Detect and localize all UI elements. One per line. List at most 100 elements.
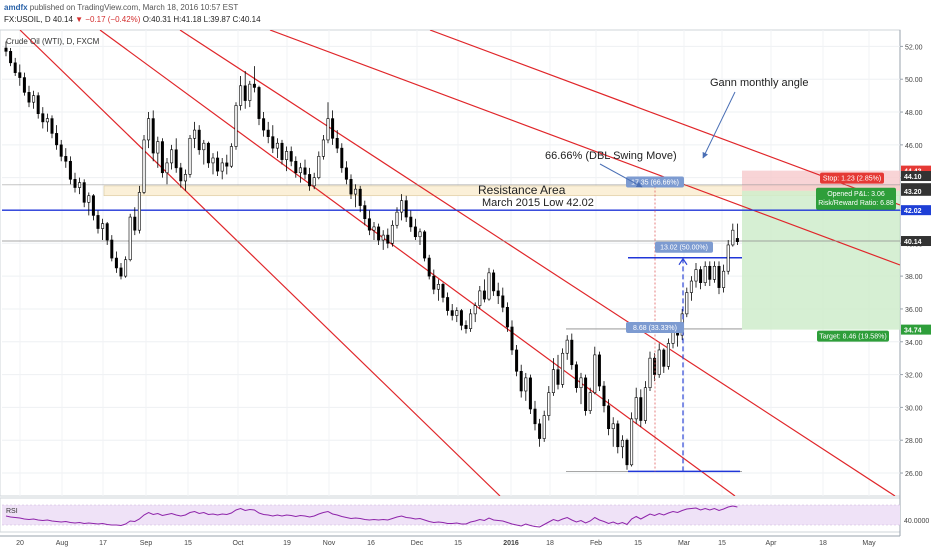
x-tick-label: 18 <box>819 540 827 547</box>
y-tick-label: 28.00 <box>905 438 923 445</box>
time-axis: 20 Aug 17 Sep 15 Oct 19 Nov 16 Dec 15 2016 18 Feb 15 Ma… <box>0 535 900 547</box>
x-tick-label: 15 <box>184 540 192 547</box>
candle-body <box>234 105 238 147</box>
publisher-username[interactable]: amdfx <box>4 3 28 12</box>
candle-body <box>13 62 17 73</box>
candle-body <box>174 149 178 169</box>
candle-body <box>584 377 588 411</box>
candle-body <box>685 292 689 315</box>
candle-body <box>321 139 325 157</box>
annotations: 8.68 (33.33%) 13.02 (50.00%) 17.35 (66.66%… <box>478 77 896 472</box>
candle-body <box>197 129 201 151</box>
candle-body <box>326 118 330 141</box>
candle-body <box>206 142 210 164</box>
gann-arrow <box>702 91 736 159</box>
candle-body <box>156 141 160 154</box>
rsi-tick-label: 40.0000 <box>904 518 929 525</box>
ohlc-readout: O:40.31 H:41.18 L:39.87 C:40.14 <box>142 15 261 24</box>
candle-body <box>151 118 155 154</box>
candle-body <box>9 51 13 64</box>
candle-body <box>643 387 647 421</box>
y-tick-label: 46.00 <box>905 143 923 150</box>
candle-body <box>634 397 638 420</box>
candle-body <box>340 147 344 169</box>
candle-body <box>478 290 482 306</box>
candle-body <box>18 72 22 78</box>
candle-body <box>533 408 537 425</box>
candle-body <box>648 357 652 389</box>
chart-header: amdfx published on TradingView.com, Marc… <box>0 0 932 30</box>
candle-body <box>229 146 233 167</box>
target-label: Target: 8.46 (19.58%) <box>819 334 886 341</box>
candle-body <box>528 377 532 410</box>
candle-body <box>105 223 109 241</box>
candle-body <box>312 177 316 187</box>
candle-body <box>202 142 206 151</box>
candle-body <box>147 118 151 141</box>
price-tag-label: 43.20 <box>904 189 922 196</box>
candle-body <box>464 325 468 329</box>
candle-body <box>372 226 376 231</box>
candle-body <box>50 118 54 134</box>
x-tick-label: 17 <box>99 540 107 547</box>
candle-body <box>114 257 118 269</box>
candle-body <box>579 377 583 389</box>
candle-body <box>271 136 275 149</box>
candle-body <box>639 397 643 421</box>
candle-body <box>170 149 174 164</box>
x-tick-label: 18 <box>546 540 554 547</box>
candle-body <box>335 137 339 149</box>
y-tick-label: 50.00 <box>905 77 923 84</box>
candle-body <box>593 354 597 393</box>
candle-body <box>501 295 505 308</box>
x-tick-label: 15 <box>718 540 726 547</box>
fib2-label-bg <box>655 241 713 253</box>
x-tick-label: 15 <box>454 540 462 547</box>
candle-body <box>354 188 358 195</box>
candle-body <box>344 167 348 180</box>
chart-title: Crude Oil (WTI), D, FXCM <box>6 37 100 46</box>
rsi-indicator <box>2 504 900 528</box>
candle-body <box>625 439 629 466</box>
candle-body <box>432 275 436 290</box>
candlesticks <box>4 41 739 470</box>
candle-body <box>538 423 542 439</box>
candle-body <box>128 216 132 261</box>
candle-body <box>496 290 500 297</box>
candle-body <box>64 156 68 162</box>
candle-body <box>459 310 463 326</box>
x-tick-label: Aug <box>56 540 69 547</box>
candle-body <box>611 423 615 430</box>
candle-body <box>220 162 224 172</box>
candle-body <box>446 297 450 311</box>
candle-body <box>298 167 302 174</box>
candle-body <box>285 151 289 160</box>
candle-body <box>27 92 31 103</box>
candle-body <box>551 369 555 393</box>
swing-measure-arrow <box>678 257 688 266</box>
candle-body <box>294 160 298 174</box>
risk-reward: Risk/Reward Ratio: 6.88 <box>818 200 894 207</box>
y-tick-label: 52.00 <box>905 44 923 51</box>
price-tag-bg <box>901 324 931 335</box>
x-tick-label: Oct <box>233 540 244 547</box>
price-tag-label: 34.74 <box>904 328 922 335</box>
candle-body <box>331 118 335 139</box>
gann-label: Gann monthly angle <box>710 77 808 89</box>
opened-pnl: Opened P&L: 3.06 <box>827 191 885 198</box>
resistance-zone <box>103 185 900 197</box>
candle-body <box>87 195 91 203</box>
rsi-band <box>2 505 900 525</box>
price-tag-label: 40.14 <box>904 239 922 246</box>
fib2-label: 13.02 (50.00%) <box>660 245 708 252</box>
candle-body <box>45 118 49 123</box>
candle-body <box>78 182 82 188</box>
candle-body <box>262 118 266 131</box>
swing-label: 66.66% (DBL Swing Move) <box>545 150 677 162</box>
fib1-label-bg <box>626 321 684 333</box>
pnl-label-bg <box>816 187 896 210</box>
candle-body <box>211 157 215 164</box>
candle-body <box>404 200 408 218</box>
candle-body <box>712 265 716 280</box>
